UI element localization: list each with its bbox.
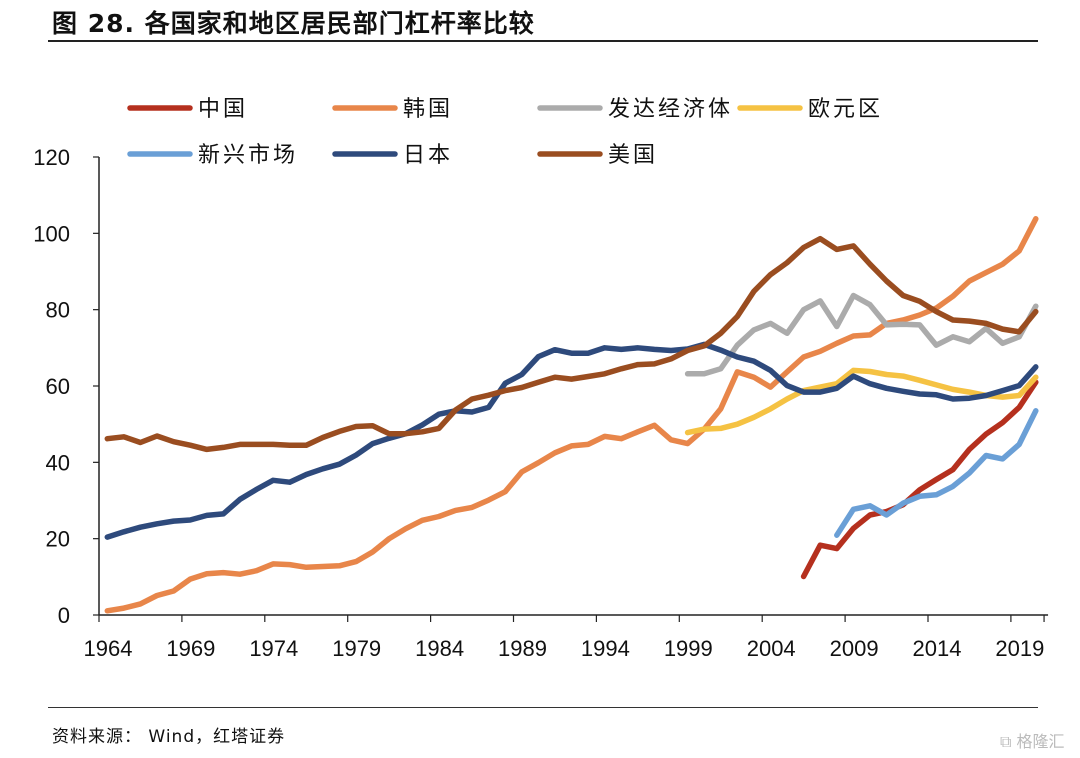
x-tick-label: 1969	[166, 636, 215, 661]
y-tick-label: 120	[33, 145, 70, 170]
watermark-logo: ⧉ 格隆汇	[1000, 732, 1065, 751]
legend-item: 日本	[332, 143, 453, 168]
legend-item: 欧元区	[737, 97, 883, 122]
x-tick-label: 2019	[995, 636, 1044, 661]
y-tick-label: 0	[58, 603, 70, 628]
y-tick-label: 80	[46, 298, 70, 323]
series-line-0	[800, 379, 1039, 580]
x-tick-label: 1994	[581, 636, 630, 661]
legend-item: 中国	[127, 97, 248, 122]
y-tick-label: 20	[46, 527, 70, 552]
legend-label: 美国	[608, 143, 658, 168]
legend-item: 新兴市场	[127, 143, 298, 168]
x-tick-label: 1999	[664, 636, 713, 661]
legend-item: 发达经济体	[537, 97, 733, 122]
y-tick-label: 100	[33, 221, 70, 246]
legend-label: 韩国	[403, 97, 453, 122]
axes: 0 20 40 60 80 100 120 1964 1969 1974 1979 1984 1989 1…	[33, 145, 1049, 661]
series-line-4	[834, 408, 1039, 538]
figure-title: 图 28. 各国家和地区居民部门杠杆率比较	[52, 9, 535, 38]
series-line-3	[684, 367, 1039, 436]
legend-label: 新兴市场	[198, 143, 298, 168]
legend-item: 韩国	[332, 97, 453, 122]
x-tick-label: 2009	[830, 636, 879, 661]
series-line-1	[104, 216, 1039, 614]
series-lines	[104, 216, 1039, 614]
legend-label: 欧元区	[808, 97, 883, 122]
source-note: 资料来源： Wind，红塔证券	[52, 727, 286, 747]
x-tick-label: 2014	[913, 636, 962, 661]
legend-label: 中国	[198, 97, 248, 122]
legend-label: 发达经济体	[608, 97, 733, 122]
series-line-6	[104, 235, 1039, 453]
watermark-text: 格隆汇	[1016, 732, 1065, 751]
title-divider	[48, 40, 1038, 42]
x-tick-label: 1989	[498, 636, 547, 661]
x-tick-label: 1964	[84, 636, 133, 661]
x-tick-label: 1974	[249, 636, 298, 661]
legend-label: 日本	[403, 143, 453, 168]
x-tick-label: 1979	[332, 636, 381, 661]
x-tick-label: 2004	[747, 636, 796, 661]
y-tick-label: 60	[46, 374, 70, 399]
x-tick-label: 1984	[415, 636, 464, 661]
series-line-5	[104, 341, 1039, 540]
series-line-2	[684, 292, 1039, 377]
y-tick-label: 40	[46, 450, 70, 475]
legend-item: 美国	[537, 143, 658, 168]
source-divider	[48, 707, 1038, 708]
